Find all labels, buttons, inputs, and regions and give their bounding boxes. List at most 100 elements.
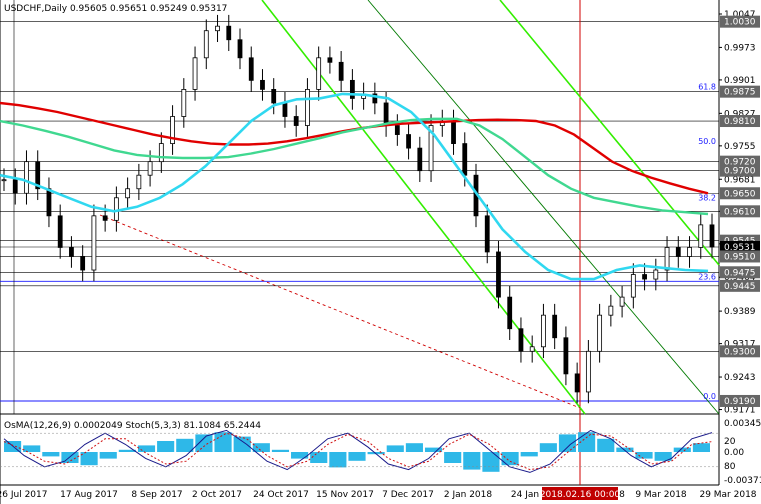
level-box-label: 0.9875: [724, 88, 756, 98]
level-box: [720, 205, 760, 218]
price-candle: [406, 134, 411, 149]
osma-bar: [118, 449, 136, 452]
price-axis-labels: 1.0047 0.9973 0.9901 0.9827 0.9755 0.9681 0.96…: [719, 10, 760, 416]
price-tick-label: 0.9317: [724, 340, 756, 350]
symbol-header: USDCHF,Daily 0.95605 0.95651 0.95249 0.9…: [4, 4, 227, 14]
osma-bar: [214, 432, 232, 452]
level-box-label: 0.9810: [724, 117, 756, 127]
price-tick-label: 0.9243: [724, 373, 756, 383]
osma-bar: [635, 452, 653, 459]
price-candle: [226, 25, 232, 41]
level-box-label: 0.9700: [724, 167, 756, 177]
osma-bar: [578, 432, 596, 452]
ma-green-line: [0, 117, 709, 216]
fib-label: 38.2: [698, 193, 716, 202]
price-candle: [24, 161, 29, 194]
level-box-label: 1.0030: [724, 18, 756, 28]
time-tick-label: 15 Nov 2017: [316, 490, 374, 500]
price-candle: [338, 61, 344, 81]
price-candle: [574, 373, 580, 393]
dotted-trendline: [99, 214, 581, 409]
price-candle: [585, 350, 591, 393]
time-tick-label: 26 Jul 2017: [0, 490, 47, 500]
price-candle: [709, 224, 715, 248]
level-box-label: 0.9445: [724, 282, 756, 292]
channel-line: [367, 0, 720, 415]
fib-label: 61.8: [698, 83, 716, 92]
price-candle: [170, 116, 175, 144]
osma-bar: [310, 452, 328, 463]
price-candle: [271, 89, 277, 104]
osma-bar: [520, 452, 538, 457]
moving-averages: [0, 92, 709, 281]
price-candle: [215, 25, 220, 32]
osma-bar: [482, 452, 500, 472]
osma-bar: [692, 443, 710, 452]
osma-bar: [424, 447, 443, 452]
osma-bar: [80, 452, 98, 466]
price-candle: [147, 161, 153, 176]
level-box-label: 0.9720: [724, 158, 756, 168]
stoch-signal-line: [3, 432, 713, 471]
price-candle: [46, 188, 52, 217]
osma-bar: [539, 443, 557, 452]
osma-bar: [195, 434, 213, 452]
price-candle: [293, 116, 299, 126]
osma-bar: [23, 445, 41, 452]
osma-bar: [444, 452, 462, 463]
price-candle: [91, 215, 97, 271]
price-candle: [507, 296, 513, 330]
level-box: [720, 266, 760, 279]
price-tick-label: 0.9755: [724, 142, 756, 152]
trend-channels: [99, 0, 720, 415]
horizontal-levels: [0, 0, 719, 485]
price-candle: [675, 247, 681, 257]
osma-bar: [157, 441, 175, 452]
osma-bar: [501, 452, 519, 466]
price-candle: [316, 57, 322, 90]
price-candle: [57, 215, 63, 248]
price-candle: [158, 143, 164, 163]
price-tick-label: 0.9389: [724, 307, 756, 317]
osma-bar: [463, 452, 481, 470]
fib-label: 23.6: [698, 272, 716, 281]
price-candle: [552, 314, 558, 339]
osma-bar: [329, 452, 347, 468]
price-candle: [349, 79, 355, 99]
price-tick-label: 0.9973: [724, 43, 756, 53]
price-bars: [1, 14, 715, 404]
price-candle: [417, 147, 423, 172]
osma-bar: [252, 443, 270, 452]
price-candle: [484, 215, 490, 253]
price-tick-label: 1.0047: [724, 10, 756, 20]
price-tick-label: 0.9681: [724, 175, 756, 185]
osma-bar: [176, 438, 194, 452]
osc-tick-label: 80: [724, 462, 736, 472]
osma-bar: [271, 449, 290, 452]
level-box: [720, 164, 760, 177]
osma-bar: [405, 443, 423, 452]
price-candle: [642, 274, 647, 280]
price-candle: [102, 215, 108, 221]
osc-tick-label: 0.0034500: [724, 419, 761, 429]
osma-bar: [367, 452, 385, 455]
osma-bar: [386, 445, 404, 452]
price-candle: [372, 93, 378, 104]
osma-bar: [137, 445, 156, 452]
time-tick-label: 9 Mar 2018: [635, 490, 687, 500]
level-box-label: 0.9531: [724, 243, 756, 253]
time-tick-label: 29 Mar 2018: [699, 490, 756, 500]
level-box: [720, 394, 760, 407]
fibonacci-labels: 61.8 50.0 38.2 23.6 0.0: [698, 83, 716, 401]
price-candle: [563, 337, 569, 375]
price-candle: [12, 179, 18, 194]
osc-tick-label: 20: [724, 437, 736, 447]
price-candle: [608, 305, 614, 316]
level-box: [720, 187, 760, 200]
osma-bar: [99, 452, 117, 459]
time-tick-label: 2 Jan 2018: [444, 490, 492, 500]
price-candle: [451, 120, 456, 144]
time-tick-label: 8 Sep 2017: [131, 490, 182, 500]
